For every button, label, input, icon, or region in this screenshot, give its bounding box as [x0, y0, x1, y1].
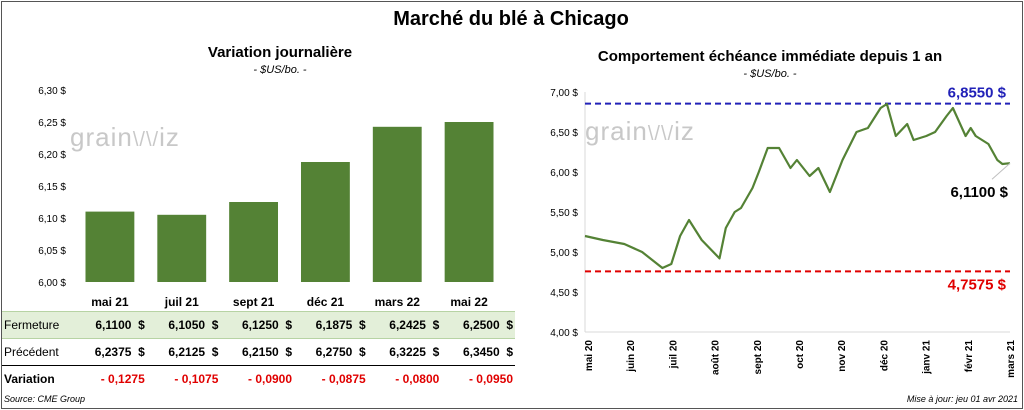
line-x-tick-label: sept 20	[753, 340, 764, 375]
line-x-tick-label: déc 20	[879, 340, 890, 372]
line-chart-title: Comportement échéance immédiate depuis 1…	[597, 48, 943, 65]
watermark-mark: \/\/	[647, 123, 675, 145]
table-cell: 6,1875 $	[294, 311, 368, 339]
line-x-tick-label: mai 20	[584, 340, 595, 372]
table-row: Fermeture 6,1100 $6,1050 $6,1250 $6,1875 …	[2, 311, 515, 339]
row-label: Variation	[4, 372, 55, 386]
table-cell: - 0,0875	[321, 372, 366, 386]
table-cell: - 0,0950	[468, 372, 513, 386]
update-note: Mise à jour: jeu 01 avr 2021	[906, 394, 1018, 404]
line-x-tick-label: janv 21	[922, 340, 933, 375]
table-cell: - 0,1075	[174, 372, 219, 386]
table-cell: 6,2375 $	[73, 338, 147, 366]
line-x-tick-label: oct 20	[795, 340, 806, 369]
price-series-line	[584, 102, 1011, 270]
bar-x-tick-label: déc 21	[307, 295, 345, 309]
watermark-logo-right: grain\/\/iz	[585, 116, 695, 146]
bar-chart-unit: - $US/bo. -	[253, 64, 307, 76]
bar-y-tick-label: 6,05 $	[38, 246, 66, 257]
bar	[444, 122, 494, 282]
line-x-tick-label: juin 20	[626, 340, 637, 373]
table-cell: 6,1050 $	[146, 311, 221, 339]
bar-y-tick-label: 6,10 $	[38, 214, 66, 225]
table-row: Précédent 6,2375 $6,2125 $6,2150 $6,2750 …	[2, 338, 515, 366]
line-y-tick-label: 4,50 $	[550, 288, 578, 299]
watermark-mark: \/\/	[132, 129, 160, 151]
page-title: Marché du blé à Chicago	[393, 8, 629, 30]
table-cell: 6,2425 $	[367, 311, 442, 339]
bar	[300, 162, 350, 282]
bar-x-tick-label: mai 22	[450, 295, 488, 309]
table-cell: - 0,0800	[395, 372, 440, 386]
bar-x-tick-label: juil 21	[164, 295, 199, 309]
table-row: Variation - 0,1275 - 0,1075 - 0,0900 - 0,087…	[2, 366, 515, 393]
last-value-label: 6,1100 $	[950, 184, 1008, 201]
line-y-tick-label: 6,50 $	[550, 128, 578, 139]
line-y-tick-label: 5,50 $	[550, 208, 578, 219]
table-cell: 6,1100 $	[73, 311, 147, 339]
line-chart: 4,00 $ 4,50 $ 5,00 $ 5,50 $ 6,00 $ 6,50 $ 7,00…	[550, 85, 1017, 378]
line-chart-unit: - $US/bo. -	[743, 68, 797, 80]
table-cell: 6,2125 $	[146, 338, 221, 366]
line-x-tick-label: nov 20	[837, 340, 848, 372]
bar-chart: 6,00 $ 6,05 $ 6,10 $ 6,15 $ 6,20 $ 6,25 $ 6,30…	[38, 86, 494, 309]
min-value-label: 4,7575 $	[948, 276, 1007, 293]
line-y-tick-label: 6,00 $	[550, 168, 578, 179]
table-cell: 6,3450 $	[441, 338, 515, 366]
bar-y-tick-label: 6,20 $	[38, 150, 66, 161]
last-value-leader	[991, 162, 1011, 180]
table-cell: - 0,0900	[248, 372, 293, 386]
bar	[85, 211, 135, 282]
bar-x-tick-label: sept 21	[233, 295, 275, 309]
bar	[372, 126, 422, 282]
table-cell: 6,1250 $	[220, 311, 295, 339]
table-cell: 6,3225 $	[367, 338, 442, 366]
max-value-label: 6,8550 $	[948, 85, 1007, 102]
table-cell: 6,2150 $	[220, 338, 295, 366]
row-label: Fermeture	[2, 311, 74, 339]
bar-x-tick-label: mai 21	[91, 295, 129, 309]
line-y-tick-label: 5,00 $	[550, 248, 578, 259]
bar-y-tick-label: 6,25 $	[38, 118, 66, 129]
table-cell: 6,2750 $	[294, 338, 368, 366]
source-note: Source: CME Group	[4, 394, 86, 404]
watermark-logo-left: grain\/\/iz	[70, 122, 180, 152]
bar-y-tick-label: 6,15 $	[38, 182, 66, 193]
bar	[229, 202, 279, 282]
line-y-tick-label: 4,00 $	[550, 328, 578, 339]
table-cell: 6,2500 $	[441, 311, 515, 339]
bar-chart-title: Variation journalière	[207, 44, 353, 61]
line-x-tick-label: mars 21	[1006, 340, 1017, 378]
price-table: Fermeture 6,1100 $6,1050 $6,1250 $6,1875 …	[2, 311, 515, 392]
line-y-tick-label: 7,00 $	[550, 88, 578, 99]
bar	[157, 214, 207, 282]
line-x-tick-label: juil 20	[668, 340, 679, 370]
bar-y-tick-label: 6,00 $	[38, 278, 66, 289]
row-label: Précédent	[2, 338, 74, 366]
bar-y-tick-label: 6,30 $	[38, 86, 66, 97]
line-x-tick-label: août 20	[711, 340, 722, 375]
bar-x-tick-label: mars 22	[375, 295, 421, 309]
table-cell: - 0,1275	[100, 372, 145, 386]
line-x-tick-label: févr 21	[964, 340, 975, 373]
